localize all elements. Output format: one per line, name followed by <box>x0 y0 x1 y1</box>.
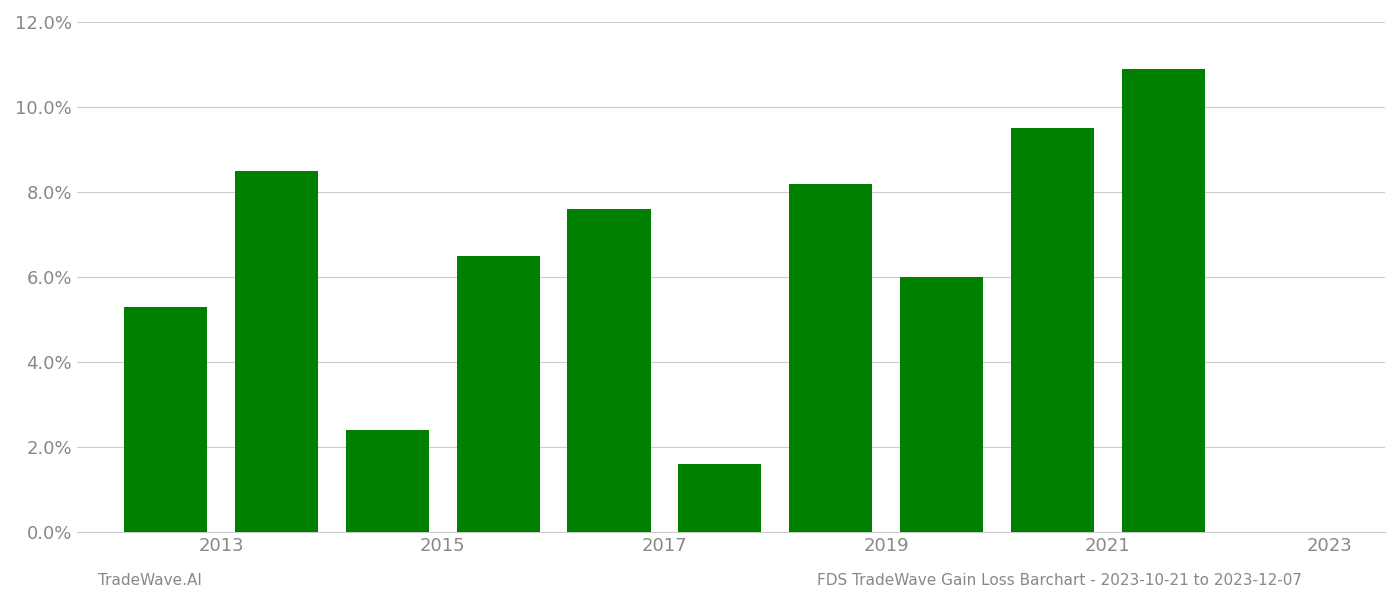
Bar <box>567 209 651 532</box>
Bar <box>678 464 762 532</box>
Bar <box>1011 128 1093 532</box>
Bar <box>790 184 872 532</box>
Bar <box>235 171 318 532</box>
Bar <box>900 277 983 532</box>
Text: FDS TradeWave Gain Loss Barchart - 2023-10-21 to 2023-12-07: FDS TradeWave Gain Loss Barchart - 2023-… <box>818 573 1302 588</box>
Bar <box>456 256 539 532</box>
Text: TradeWave.AI: TradeWave.AI <box>98 573 202 588</box>
Bar <box>346 430 428 532</box>
Bar <box>1121 69 1205 532</box>
Bar <box>125 307 207 532</box>
